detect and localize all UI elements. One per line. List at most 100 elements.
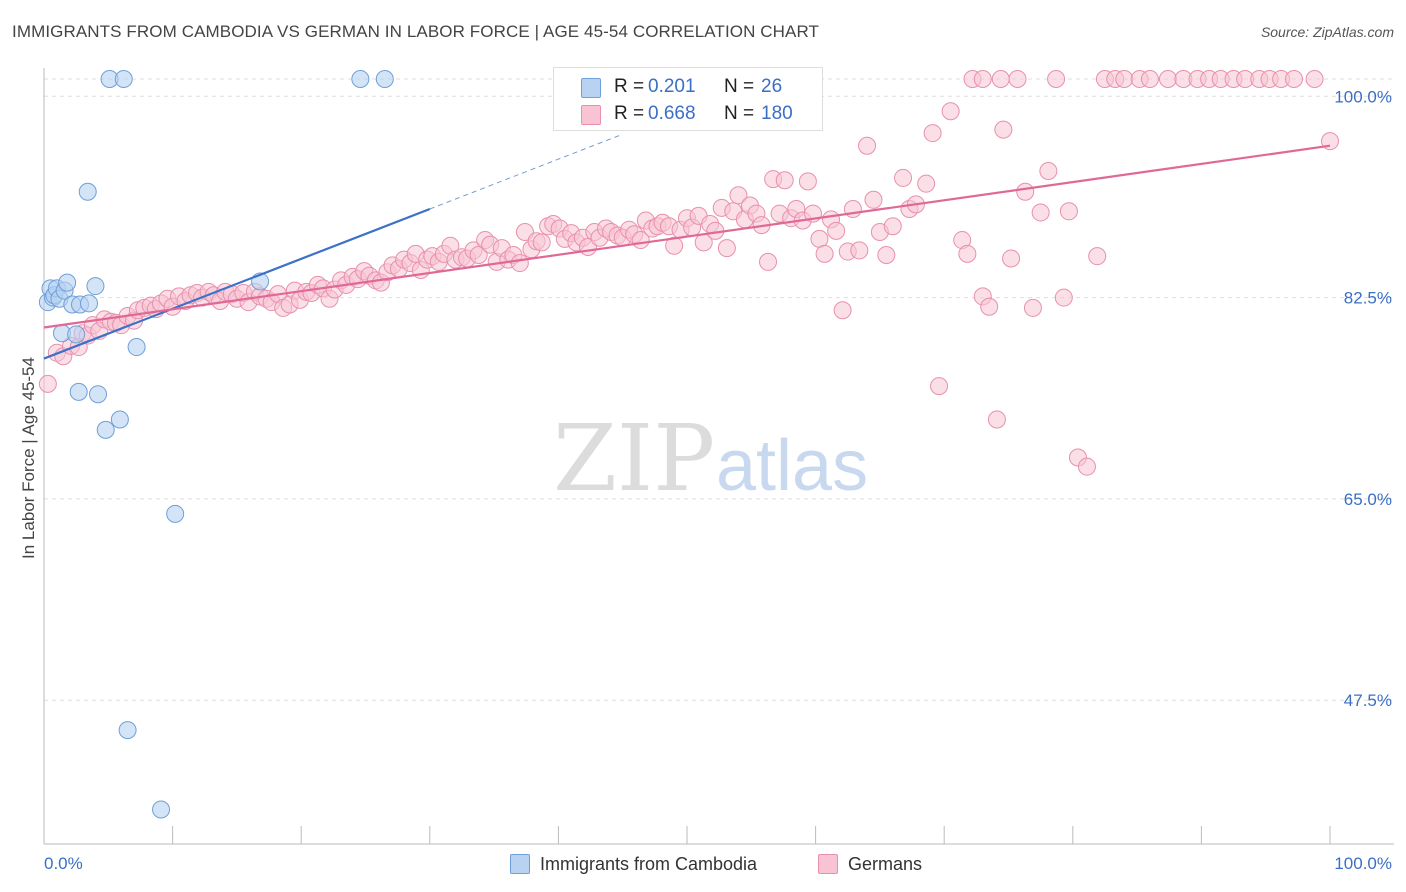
watermark: ZIP atlas	[553, 405, 868, 512]
y-tick-label: 65.0%	[1344, 490, 1392, 509]
germans-point	[958, 244, 977, 263]
cambodia-swatch	[581, 78, 601, 98]
cambodia-point	[80, 294, 99, 313]
cambodia-series	[38, 70, 394, 819]
chart-source: Source: ZipAtlas.com	[1260, 24, 1394, 40]
germans-point	[930, 377, 949, 396]
cambodia-point	[58, 273, 77, 292]
germans-point	[1008, 70, 1027, 88]
germans-point	[532, 233, 551, 252]
germans-point	[759, 252, 778, 271]
germans-point	[469, 246, 488, 265]
y-tick-label: 100.0%	[1334, 87, 1392, 106]
n-value: 180	[761, 103, 793, 124]
germans-point	[798, 172, 817, 191]
x-tick-label: 100.0%	[1334, 854, 1392, 873]
germans-swatch	[581, 105, 601, 125]
series-legend: Immigrants from Cambodia Germans	[0, 852, 1406, 878]
y-axis-label: In Labor Force | Age 45-54	[19, 357, 38, 559]
axes	[43, 68, 1394, 845]
trend-lines	[43, 133, 1331, 360]
cambodia-point	[78, 182, 97, 201]
germans-point	[810, 229, 829, 248]
stats-legend: R = 0.201 N = 26 R = 0.668 N = 180	[553, 67, 823, 131]
legend-row-germans: R = 0.668 N = 180	[554, 101, 822, 127]
cambodia-trend-extension	[429, 133, 623, 210]
n-value: 26	[761, 76, 783, 97]
germans-point	[717, 239, 736, 258]
cambodia-point	[118, 721, 137, 740]
y-tick-labels: 47.5% 65.0% 82.5% 100.0%	[1334, 87, 1392, 710]
cambodia-point	[127, 338, 146, 357]
cambodia-point	[114, 70, 133, 88]
germans-point	[1115, 70, 1134, 88]
chart-title: IMMIGRANTS FROM CAMBODIA VS GERMAN IN LA…	[12, 22, 820, 41]
germans-point	[1054, 288, 1073, 307]
germans-point	[994, 120, 1013, 139]
cambodia-trend-line	[43, 207, 431, 360]
germans-point	[991, 70, 1010, 88]
germans-point	[894, 168, 913, 187]
germans-point	[858, 136, 877, 155]
germans-point	[729, 186, 748, 205]
germans-point	[877, 246, 896, 265]
germans-point	[1140, 70, 1159, 88]
germans-point	[1002, 249, 1021, 268]
cambodia-legend-swatch	[510, 854, 530, 874]
germans-point	[1023, 298, 1042, 317]
germans-point	[1305, 70, 1324, 88]
germans-point	[1158, 70, 1177, 88]
y-tick-label: 82.5%	[1344, 289, 1392, 308]
germans-trend-line	[43, 144, 1331, 329]
germans-point	[864, 190, 883, 209]
germans-point	[1047, 70, 1066, 88]
y-tick-label: 47.5%	[1344, 691, 1392, 710]
germans-point	[1039, 162, 1058, 181]
cambodia-point	[351, 70, 370, 88]
germans-point	[38, 374, 57, 393]
germans-point	[1059, 202, 1078, 221]
germans-legend-label: Germans	[848, 854, 923, 874]
cambodia-point	[166, 504, 185, 523]
germans-point	[850, 241, 869, 260]
cambodia-legend-label: Immigrants from Cambodia	[540, 854, 758, 874]
germans-point	[923, 124, 942, 143]
germans-point	[665, 236, 684, 255]
germans-point	[1031, 203, 1050, 222]
r-label: R =	[614, 76, 645, 97]
cambodia-point	[89, 385, 108, 404]
legend-row-cambodia: R = 0.201 N = 26	[554, 74, 822, 100]
cambodia-point	[86, 277, 105, 296]
cambodia-point	[69, 382, 88, 401]
x-tick-label: 0.0%	[44, 854, 83, 873]
germans-point	[1077, 457, 1096, 476]
r-value: 0.668	[648, 103, 696, 124]
grid-lines	[44, 78, 1394, 701]
watermark-atlas: atlas	[716, 426, 868, 506]
germans-point	[941, 102, 960, 121]
n-label: N =	[724, 103, 755, 124]
germans-point	[917, 174, 936, 193]
germans-point	[973, 70, 992, 88]
cambodia-point	[152, 800, 171, 819]
n-label: N =	[724, 76, 755, 97]
r-label: R =	[614, 103, 645, 124]
x-tick-labels: 0.0% 100.0%	[44, 854, 1392, 873]
germans-point	[510, 254, 529, 273]
germans-point	[883, 217, 902, 236]
cambodia-point	[375, 70, 394, 88]
cambodia-point	[110, 410, 129, 429]
cambodia-point	[96, 420, 115, 439]
germans-point	[827, 221, 846, 240]
germans-legend-swatch	[818, 854, 838, 874]
germans-point	[815, 244, 834, 263]
watermark-zip: ZIP	[553, 405, 715, 512]
germans-point	[1016, 182, 1035, 201]
r-value: 0.201	[648, 76, 696, 97]
germans-point	[775, 171, 794, 190]
germans-point	[833, 301, 852, 320]
cambodia-point	[67, 325, 86, 344]
germans-point	[1284, 70, 1303, 88]
germans-point	[980, 297, 999, 316]
